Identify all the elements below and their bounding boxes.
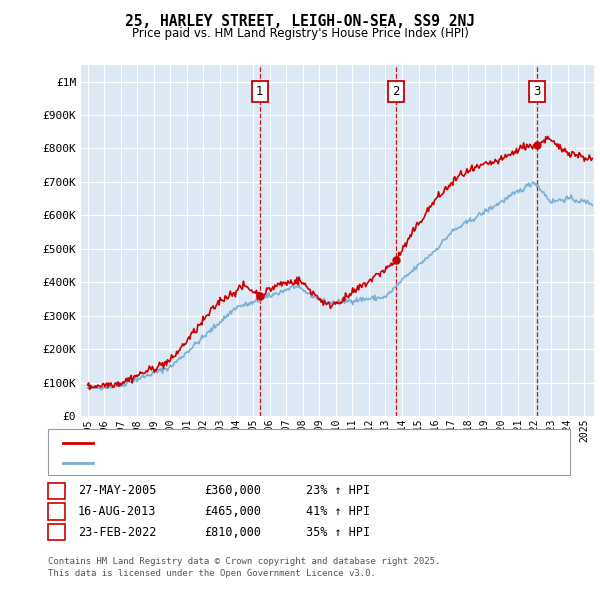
Text: 1: 1 [256,85,263,98]
Text: £810,000: £810,000 [204,526,261,539]
Text: 1: 1 [53,484,60,497]
Text: 16-AUG-2013: 16-AUG-2013 [78,505,157,518]
Text: 3: 3 [533,85,541,98]
Text: 41% ↑ HPI: 41% ↑ HPI [306,505,370,518]
Text: 27-MAY-2005: 27-MAY-2005 [78,484,157,497]
Text: £465,000: £465,000 [204,505,261,518]
Text: 2: 2 [392,85,400,98]
Text: £360,000: £360,000 [204,484,261,497]
Text: Contains HM Land Registry data © Crown copyright and database right 2025.
This d: Contains HM Land Registry data © Crown c… [48,557,440,578]
Text: HPI: Average price, detached house, Southend-on-Sea: HPI: Average price, detached house, Sout… [99,458,418,468]
Text: 35% ↑ HPI: 35% ↑ HPI [306,526,370,539]
Text: 23% ↑ HPI: 23% ↑ HPI [306,484,370,497]
Text: 25, HARLEY STREET, LEIGH-ON-SEA, SS9 2NJ (detached house): 25, HARLEY STREET, LEIGH-ON-SEA, SS9 2NJ… [99,438,455,448]
Text: 3: 3 [53,526,60,539]
Text: 2: 2 [53,505,60,518]
Text: Price paid vs. HM Land Registry's House Price Index (HPI): Price paid vs. HM Land Registry's House … [131,27,469,40]
Text: 23-FEB-2022: 23-FEB-2022 [78,526,157,539]
Text: 25, HARLEY STREET, LEIGH-ON-SEA, SS9 2NJ: 25, HARLEY STREET, LEIGH-ON-SEA, SS9 2NJ [125,14,475,30]
